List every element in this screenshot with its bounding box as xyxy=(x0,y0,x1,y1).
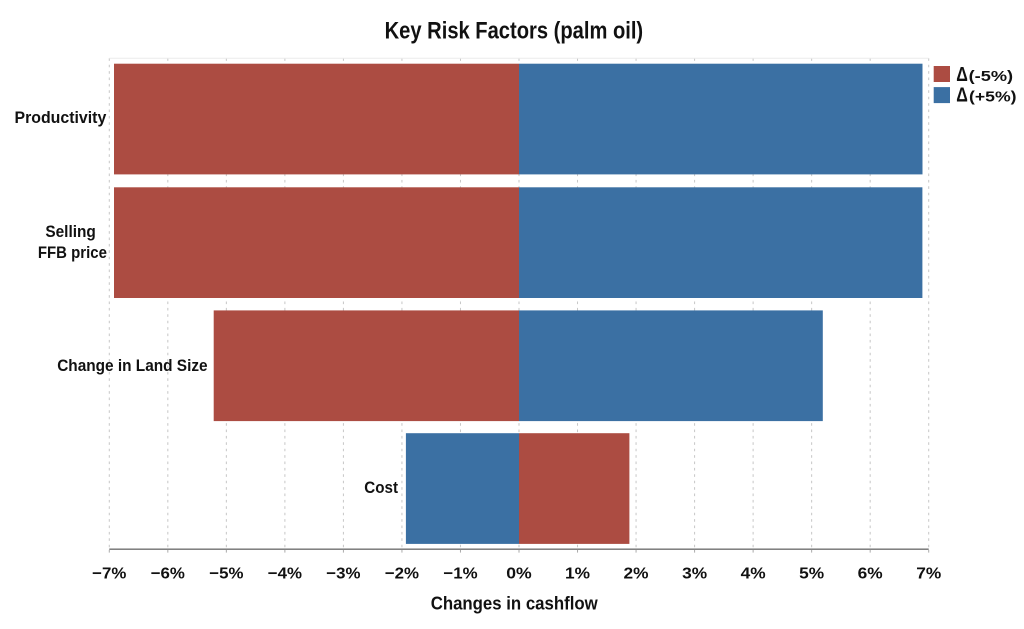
svg-text:FFB price: FFB price xyxy=(38,243,107,262)
svg-text:Change in Land Size: Change in Land Size xyxy=(57,356,207,375)
svg-text:Cost: Cost xyxy=(364,478,398,497)
svg-text:(+5%): (+5%) xyxy=(969,88,1017,105)
svg-text:Key Risk Factors (palm oil): Key Risk Factors (palm oil) xyxy=(385,19,644,45)
svg-text:Selling: Selling xyxy=(45,222,96,241)
svg-text:Δ: Δ xyxy=(956,64,968,86)
svg-text:Δ: Δ xyxy=(956,84,968,106)
svg-text:−1%: −1% xyxy=(443,566,477,583)
svg-text:−5%: −5% xyxy=(209,566,243,583)
svg-text:2%: 2% xyxy=(624,566,649,583)
svg-text:Changes in cashflow: Changes in cashflow xyxy=(431,593,599,614)
svg-text:−2%: −2% xyxy=(385,566,419,583)
svg-text:(-5%): (-5%) xyxy=(969,68,1014,85)
svg-text:1%: 1% xyxy=(565,566,590,583)
svg-text:7%: 7% xyxy=(916,566,941,583)
svg-text:6%: 6% xyxy=(858,566,883,583)
svg-text:Productivity: Productivity xyxy=(15,108,107,127)
svg-text:−3%: −3% xyxy=(326,566,360,583)
svg-text:3%: 3% xyxy=(682,566,707,583)
svg-text:4%: 4% xyxy=(741,566,766,583)
svg-text:0%: 0% xyxy=(506,566,532,583)
svg-text:−4%: −4% xyxy=(268,566,302,583)
svg-text:−7%: −7% xyxy=(92,566,126,583)
svg-text:−6%: −6% xyxy=(151,566,185,583)
svg-text:5%: 5% xyxy=(799,566,824,583)
